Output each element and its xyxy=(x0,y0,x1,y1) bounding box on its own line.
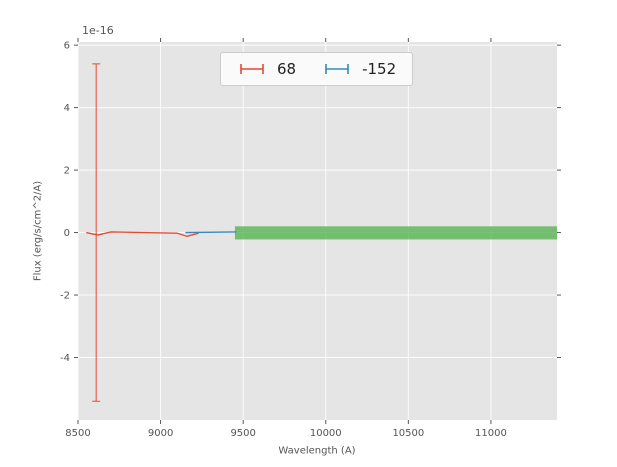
x-axis-label: Wavelength (A) xyxy=(278,445,356,457)
x-tick-label: 8500 xyxy=(65,428,90,439)
y-axis-label: Flux (erg/s/cm^2/A) xyxy=(32,180,44,282)
y-tick-label: -2 xyxy=(60,291,70,302)
series-line--152 xyxy=(185,231,237,234)
y-tick-label: 0 xyxy=(64,228,70,239)
legend-item: 68 xyxy=(237,60,296,78)
y-tick-label: -4 xyxy=(60,353,70,364)
y-tick-label: 4 xyxy=(64,103,70,114)
band-region xyxy=(234,226,557,240)
legend-label: 68 xyxy=(277,60,297,78)
x-tick-label: 11000 xyxy=(475,428,507,439)
legend-label: -152 xyxy=(362,60,397,78)
x-tick-label: 10500 xyxy=(392,428,424,439)
legend: 68 -152 xyxy=(220,52,414,86)
x-tick-label: 9000 xyxy=(148,428,173,439)
errorbar-glyph xyxy=(325,64,349,74)
x-tick-label: 9500 xyxy=(230,428,255,439)
y-tick-label: 2 xyxy=(64,166,70,177)
x-tick-label: 10000 xyxy=(310,428,342,439)
y-tick-label: 6 xyxy=(64,41,70,52)
errorbar-glyph xyxy=(240,64,264,74)
y-axis-offset-text: 1e-16 xyxy=(82,24,114,37)
legend-item: -152 xyxy=(322,60,396,78)
